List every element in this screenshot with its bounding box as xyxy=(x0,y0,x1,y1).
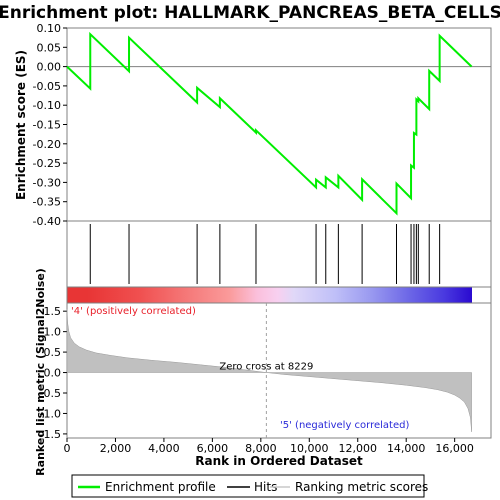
x-tick-label: 12,000 xyxy=(338,442,377,455)
metric-y-tick-label: 1.5 xyxy=(44,305,62,318)
es-y-tick-label: -0.40 xyxy=(33,215,61,228)
x-tick-label: 16,000 xyxy=(435,442,474,455)
x-tick-label: 6,000 xyxy=(197,442,229,455)
es-y-tick-label: -0.30 xyxy=(33,176,61,189)
heatmap-bar xyxy=(67,287,472,303)
es-y-tick-label: -0.15 xyxy=(33,119,61,132)
metric-y-tick-label: 0.0 xyxy=(44,367,62,380)
es-y-tick-label: 0.00 xyxy=(37,61,62,74)
legend-hits-label: Hits xyxy=(254,480,277,494)
negative-correlation-label: '5' (negatively correlated) xyxy=(280,420,409,431)
hits-panel-frame xyxy=(66,220,492,288)
legend-metric-label: Ranking metric scores xyxy=(295,480,428,494)
es-y-axis: 0.10 0.05 0.00 -0.05 -0.10 -0.15 -0.20 -0.25 -0.… xyxy=(33,22,67,228)
positive-correlation-label: '4' (positively correlated) xyxy=(71,306,196,317)
x-tick-label: 4,000 xyxy=(148,442,180,455)
metric-y-tick-label: 0.5 xyxy=(44,346,62,359)
metric-y-tick-label: -1.0 xyxy=(40,407,61,420)
legend: Enrichment profile Hits Ranking metric s… xyxy=(71,474,428,498)
x-tick-label: 10,000 xyxy=(290,442,329,455)
x-tick-label: 2,000 xyxy=(100,442,132,455)
es-y-tick-label: 0.10 xyxy=(37,22,62,35)
metric-y-axis-label: Ranked list metric (Signal2Noise) xyxy=(34,268,47,476)
es-y-tick-label: 0.05 xyxy=(37,41,62,54)
es-y-tick-label: -0.20 xyxy=(33,138,61,151)
x-tick-label: 14,000 xyxy=(387,442,426,455)
metric-y-tick-label: -0.5 xyxy=(40,387,61,400)
es-panel-frame xyxy=(66,27,492,222)
es-y-tick-label: -0.10 xyxy=(33,99,61,112)
x-axis: 0 2,000 4,000 6,000 8,000 10,000 12,000 14,000 1… xyxy=(64,438,474,455)
metric-y-tick-label: 1.0 xyxy=(44,326,62,339)
metric-y-axis: 1.5 1.0 0.5 0.0 -0.5 -1.0 -1.5 xyxy=(40,305,67,441)
legend-enrichment-label: Enrichment profile xyxy=(105,480,216,494)
x-tick-label: 0 xyxy=(64,442,71,455)
zero-cross-label: Zero cross at 8229 xyxy=(219,362,313,373)
es-y-tick-label: -0.25 xyxy=(33,157,61,170)
x-axis-label: Rank in Ordered Dataset xyxy=(195,454,363,468)
x-tick-label: 8,000 xyxy=(245,442,277,455)
metric-area xyxy=(66,309,472,432)
es-y-tick-label: -0.35 xyxy=(33,196,61,209)
es-y-tick-label: -0.05 xyxy=(33,80,61,93)
metric-y-tick-label: -1.5 xyxy=(40,428,61,441)
enrichment-profile-line xyxy=(66,31,473,216)
chart-title: Enrichment plot: HALLMARK_PANCREAS_BETA_… xyxy=(0,3,500,23)
hits-group xyxy=(89,224,441,284)
es-y-axis-label: Enrichment score (ES) xyxy=(14,50,28,200)
